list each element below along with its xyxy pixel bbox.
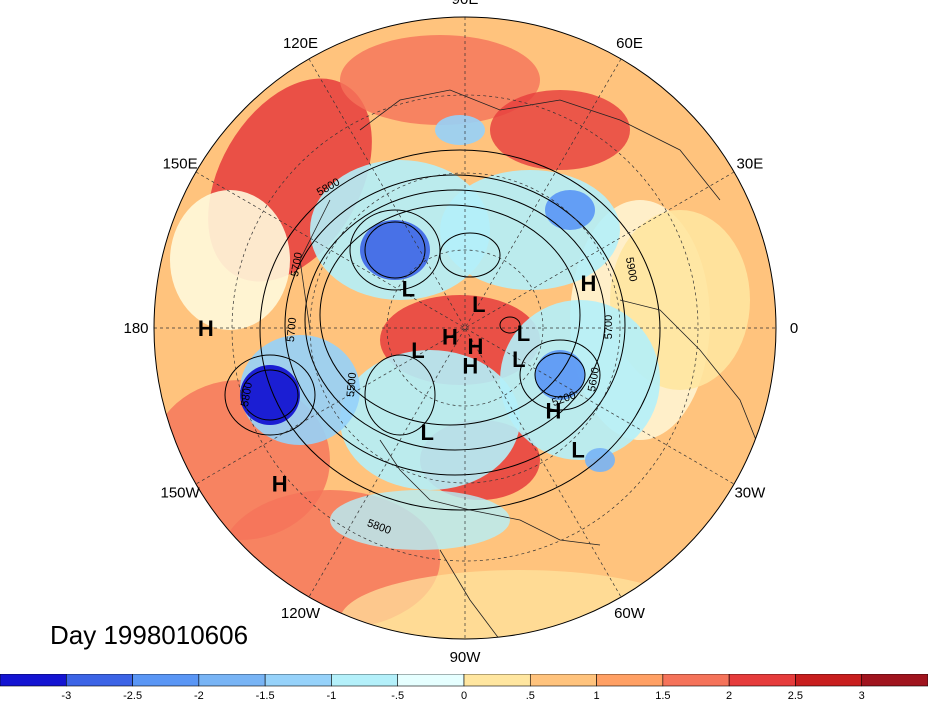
contour-label: 5900 [623,256,639,282]
colorbar-tick-label: -3 [61,690,71,702]
colorbar-swatch [0,674,67,687]
high-pressure-marker: H [580,271,596,296]
longitude-label: 150W [161,485,201,502]
graticule [154,17,776,639]
colorbar-tick-label: 0 [461,690,467,702]
longitude-label: 60E [616,35,643,52]
low-pressure-marker: L [402,276,415,301]
contour-label: 5700 [603,315,615,339]
colorbar-swatch [397,674,465,687]
map-title: Day 1998010606 [50,620,249,650]
colorbar-tick-label: 3 [859,690,865,702]
longitude-label: 60W [614,605,646,622]
high-pressure-marker: H [272,472,288,497]
high-pressure-marker: H [198,316,214,341]
colorbar-swatch [596,674,664,687]
low-pressure-marker: L [571,437,584,462]
contour-label: 5500 [345,372,359,397]
low-pressure-marker: L [517,321,530,346]
high-pressure-marker: H [442,325,458,350]
contour-label: 5700 [289,251,305,277]
colorbar-swatch [861,674,928,687]
colorbar: -3 -2.5 -2 -1.5 -1 -.5 0 .5 1 1.5 2 2.5 3 [0,674,928,702]
colorbar-swatch [264,674,332,687]
low-pressure-marker: L [420,420,433,445]
colorbar-swatch [65,674,133,687]
colorbar-tick-label: 2 [726,690,732,702]
colorbar-tick-label: -1.5 [256,690,275,702]
high-pressure-marker: H [462,354,478,379]
colorbar-swatch [463,674,531,687]
longitude-label: 150E [163,156,198,173]
longitude-label: 90E [452,0,479,8]
contour-label: 5600 [586,366,602,392]
high-pressure-marker: H [546,399,562,424]
colorbar-swatch [728,674,796,687]
colorbar-swatch [198,674,266,687]
colorbar-tick-label: 1 [594,690,600,702]
anomaly-field [154,17,776,639]
colorbar-tick-label: -2 [194,690,204,702]
colorbar-swatch [132,674,200,687]
longitude-label: 30E [737,156,764,173]
colorbar-tick-label: -2.5 [123,690,142,702]
longitude-label: 180 [123,320,148,337]
contour-label: 5700 [285,317,299,342]
colorbar-swatch [331,674,399,687]
coastlines [299,89,761,639]
colorbar-tick-label: .5 [526,690,535,702]
longitude-label: 30W [734,485,766,502]
low-pressure-marker: L [411,338,424,363]
colorbar-swatch [662,674,730,687]
longitude-label: 120W [281,605,321,622]
contour-label: 5800 [239,381,255,407]
colorbar-swatch [529,674,597,687]
colorbar-tick-label: 2.5 [788,690,803,702]
colorbar-swatch [795,674,863,687]
low-pressure-marker: L [472,292,485,317]
longitude-label: 0 [790,320,798,337]
low-pressure-marker: L [512,347,525,372]
colorbar-tick-label: -.5 [391,690,404,702]
longitude-label: 90W [450,649,482,666]
high-pressure-marker: H [467,334,483,359]
height-contours [224,149,661,511]
colorbar-tick-label: 1.5 [655,690,670,702]
colorbar-tick-label: -1 [327,690,337,702]
longitude-labels: 90E 60E 30E 0 30W 60W 90W 120W 150W 180 150E 120E [123,0,798,666]
longitude-label: 120E [283,35,318,52]
